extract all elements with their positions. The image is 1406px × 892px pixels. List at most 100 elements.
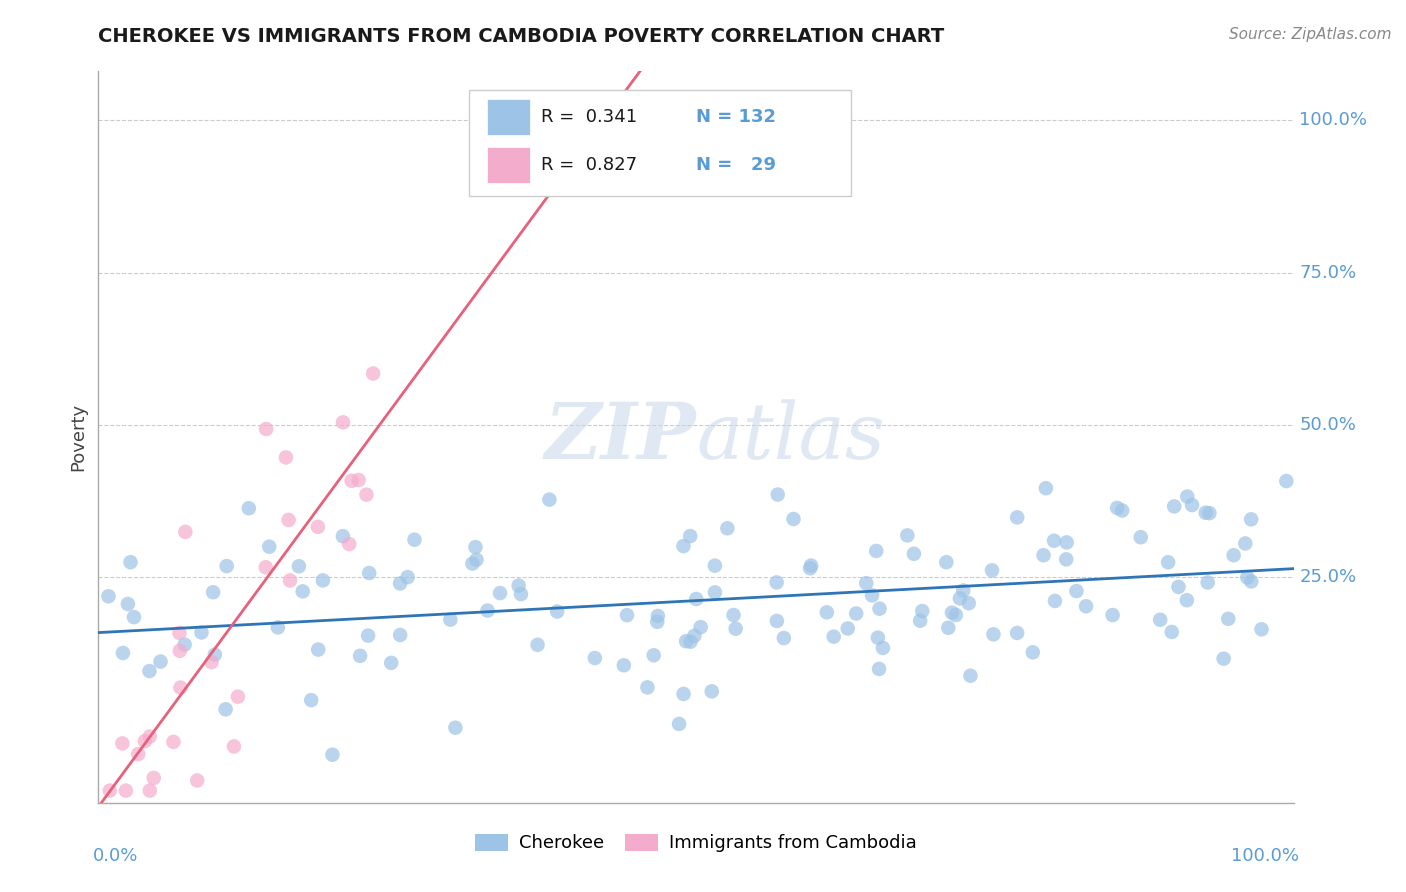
Point bbox=[636, 681, 658, 695]
Point bbox=[872, 640, 894, 655]
Point bbox=[149, 655, 172, 669]
Text: 75.0%: 75.0% bbox=[1299, 263, 1357, 282]
Point bbox=[823, 630, 845, 644]
Point bbox=[538, 492, 561, 507]
Point bbox=[1195, 506, 1218, 520]
Point bbox=[359, 566, 381, 580]
Point bbox=[908, 614, 931, 628]
Point bbox=[941, 606, 963, 620]
Point bbox=[238, 501, 260, 516]
Point bbox=[952, 583, 974, 598]
Text: Source: ZipAtlas.com: Source: ZipAtlas.com bbox=[1229, 27, 1392, 42]
Point bbox=[911, 604, 934, 618]
Point bbox=[312, 574, 335, 588]
Point bbox=[1275, 474, 1298, 488]
Point bbox=[404, 533, 426, 547]
Point bbox=[1032, 548, 1054, 562]
Point bbox=[1198, 506, 1220, 520]
Point bbox=[464, 540, 486, 554]
Point bbox=[291, 584, 314, 599]
Point bbox=[773, 631, 796, 645]
Point bbox=[439, 613, 461, 627]
Point bbox=[299, 693, 322, 707]
Point bbox=[845, 607, 868, 621]
Point bbox=[1181, 498, 1204, 512]
Point bbox=[389, 576, 412, 591]
Point bbox=[169, 644, 191, 658]
Point bbox=[1236, 570, 1258, 584]
Point bbox=[1043, 533, 1066, 548]
Point bbox=[766, 614, 789, 628]
Point bbox=[134, 734, 156, 748]
Text: 50.0%: 50.0% bbox=[1299, 416, 1357, 434]
Point bbox=[800, 558, 823, 573]
Point bbox=[766, 487, 789, 501]
Point bbox=[765, 575, 787, 590]
Point bbox=[1197, 575, 1219, 590]
Y-axis label: Poverty: Poverty bbox=[69, 403, 87, 471]
Point bbox=[97, 589, 120, 603]
Point bbox=[903, 547, 925, 561]
Point bbox=[278, 574, 301, 588]
Point bbox=[117, 597, 139, 611]
Point bbox=[200, 655, 222, 669]
Point bbox=[215, 559, 238, 574]
Point bbox=[672, 687, 695, 701]
Point bbox=[837, 622, 859, 636]
Point bbox=[444, 721, 467, 735]
Point bbox=[162, 735, 184, 749]
Point bbox=[1234, 536, 1257, 550]
Text: N = 132: N = 132 bbox=[696, 108, 776, 126]
Point bbox=[174, 524, 197, 539]
Point bbox=[865, 544, 887, 558]
Point bbox=[139, 730, 162, 744]
Point bbox=[489, 586, 512, 600]
Point bbox=[949, 591, 972, 606]
Point bbox=[679, 634, 702, 648]
Point bbox=[214, 702, 236, 716]
Point bbox=[1056, 535, 1078, 549]
Point bbox=[1074, 599, 1097, 614]
Point bbox=[1022, 645, 1045, 659]
Point bbox=[1218, 612, 1240, 626]
Point bbox=[981, 563, 1004, 577]
Point bbox=[204, 648, 226, 662]
Point bbox=[357, 629, 380, 643]
Point bbox=[983, 627, 1005, 641]
Point bbox=[668, 717, 690, 731]
Point bbox=[139, 783, 162, 797]
FancyBboxPatch shape bbox=[486, 147, 530, 183]
Point bbox=[337, 537, 360, 551]
Point bbox=[190, 625, 212, 640]
Point bbox=[1167, 580, 1189, 594]
Point bbox=[259, 540, 281, 554]
Point bbox=[307, 642, 329, 657]
Point bbox=[98, 783, 121, 797]
Point bbox=[1157, 555, 1180, 569]
Point bbox=[1160, 624, 1182, 639]
Point bbox=[703, 585, 725, 599]
Point bbox=[226, 690, 249, 704]
Point bbox=[111, 736, 134, 750]
Point bbox=[855, 576, 877, 591]
Point bbox=[724, 622, 747, 636]
Point bbox=[643, 648, 665, 663]
Point bbox=[332, 529, 354, 543]
Point bbox=[936, 621, 959, 635]
Point bbox=[546, 605, 568, 619]
Point bbox=[647, 609, 669, 624]
Point bbox=[1175, 490, 1198, 504]
Point bbox=[169, 626, 191, 640]
Point bbox=[361, 367, 384, 381]
Point bbox=[672, 539, 695, 553]
Point bbox=[700, 684, 723, 698]
Point bbox=[274, 450, 297, 465]
Point bbox=[1212, 651, 1234, 665]
Point bbox=[945, 607, 967, 622]
Point bbox=[616, 608, 638, 623]
Point bbox=[1250, 623, 1272, 637]
Point bbox=[1149, 613, 1171, 627]
Text: N =   29: N = 29 bbox=[696, 156, 776, 174]
Point bbox=[1043, 594, 1066, 608]
Point bbox=[508, 578, 530, 592]
